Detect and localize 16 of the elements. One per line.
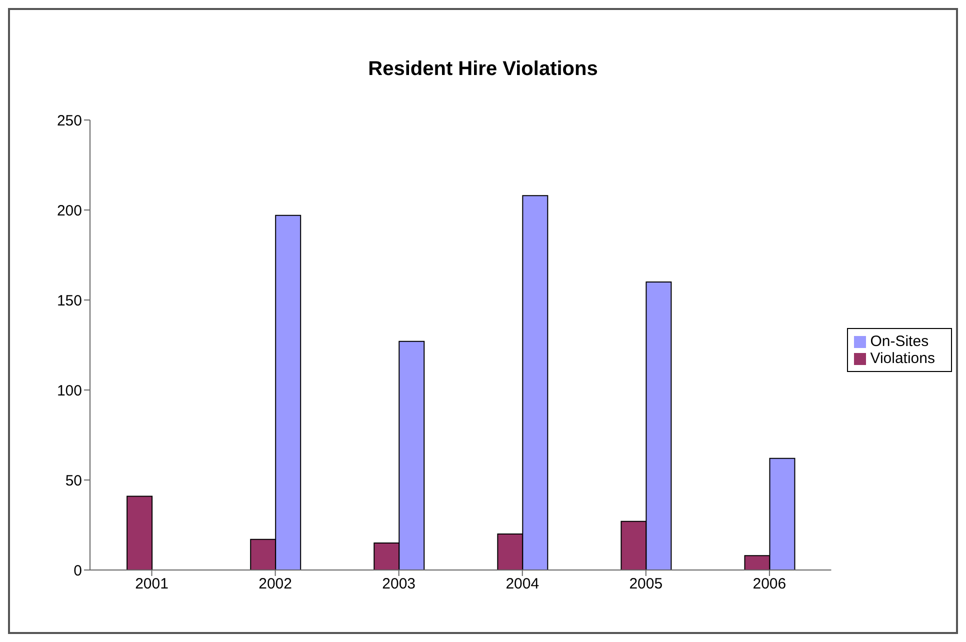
y-tick-label: 150 — [56, 292, 82, 310]
y-tick-label: 100 — [56, 382, 82, 400]
y-tick-label: 0 — [74, 562, 82, 580]
x-tick-label: 2004 — [506, 576, 540, 593]
legend-label: Violations — [870, 350, 935, 367]
x-tick-label: 2005 — [629, 576, 663, 593]
x-tick-label: 2006 — [752, 576, 786, 593]
y-tick-label: 200 — [56, 202, 82, 220]
x-tick-label: 2003 — [382, 576, 416, 593]
chart-title: Resident Hire Violations — [367, 57, 599, 80]
bar — [126, 496, 153, 570]
y-tick-label: 250 — [56, 112, 82, 130]
y-tick-label: 50 — [65, 472, 82, 490]
x-tick-label: 2002 — [258, 576, 292, 593]
legend-label: On-Sites — [870, 333, 929, 350]
x-tick-label: 2001 — [135, 576, 168, 593]
